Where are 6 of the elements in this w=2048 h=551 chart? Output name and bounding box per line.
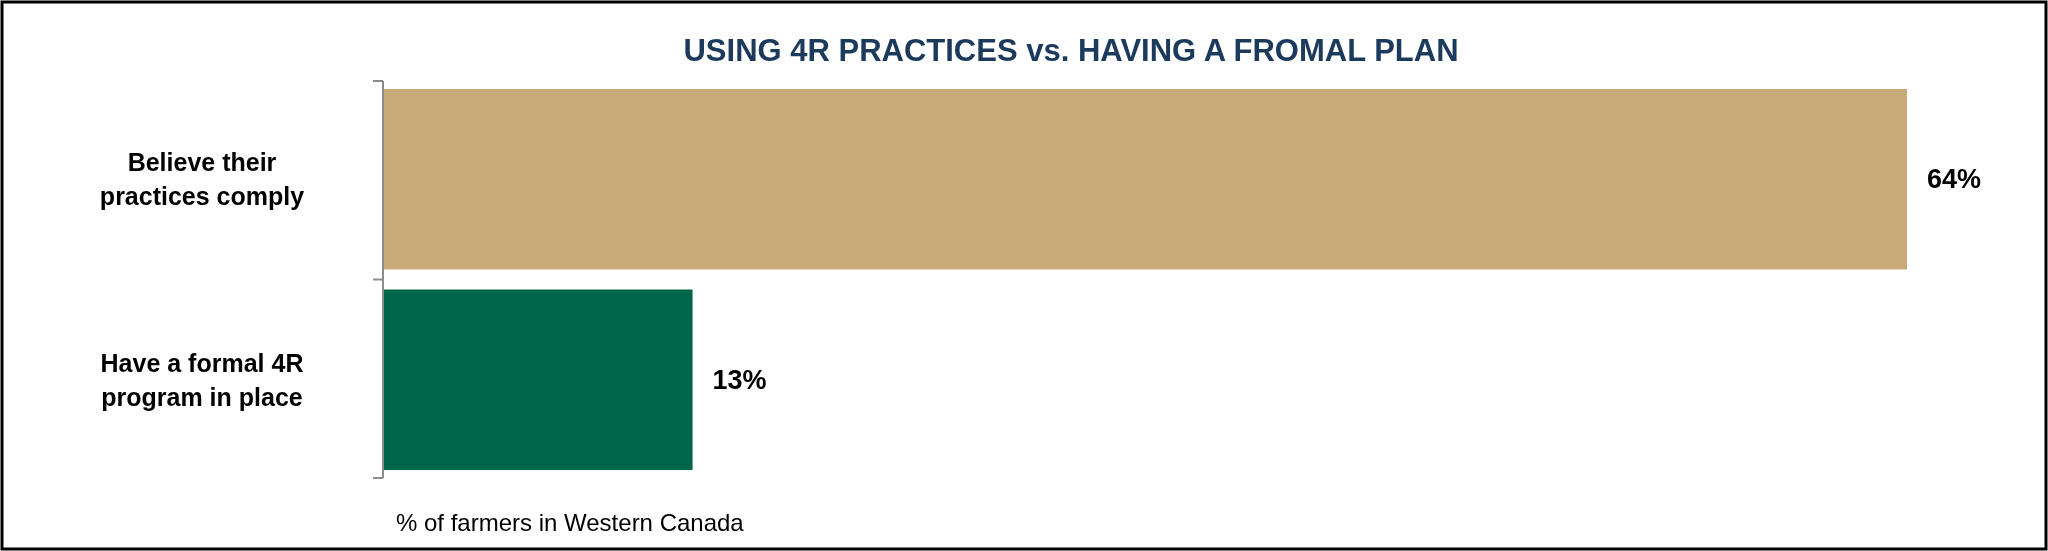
y-tick-label: Have a formal 4R program in place xyxy=(100,348,304,411)
y-tick-label: Believe their practices comply xyxy=(99,148,305,211)
x-axis-title: % of farmers in Western Canada xyxy=(396,508,745,536)
data-label: 13% xyxy=(712,364,767,395)
data-label: 64% xyxy=(1927,164,1982,195)
chart-title: USING 4R PRACTICES vs. HAVING A FROMAL PLAN xyxy=(683,32,1459,68)
